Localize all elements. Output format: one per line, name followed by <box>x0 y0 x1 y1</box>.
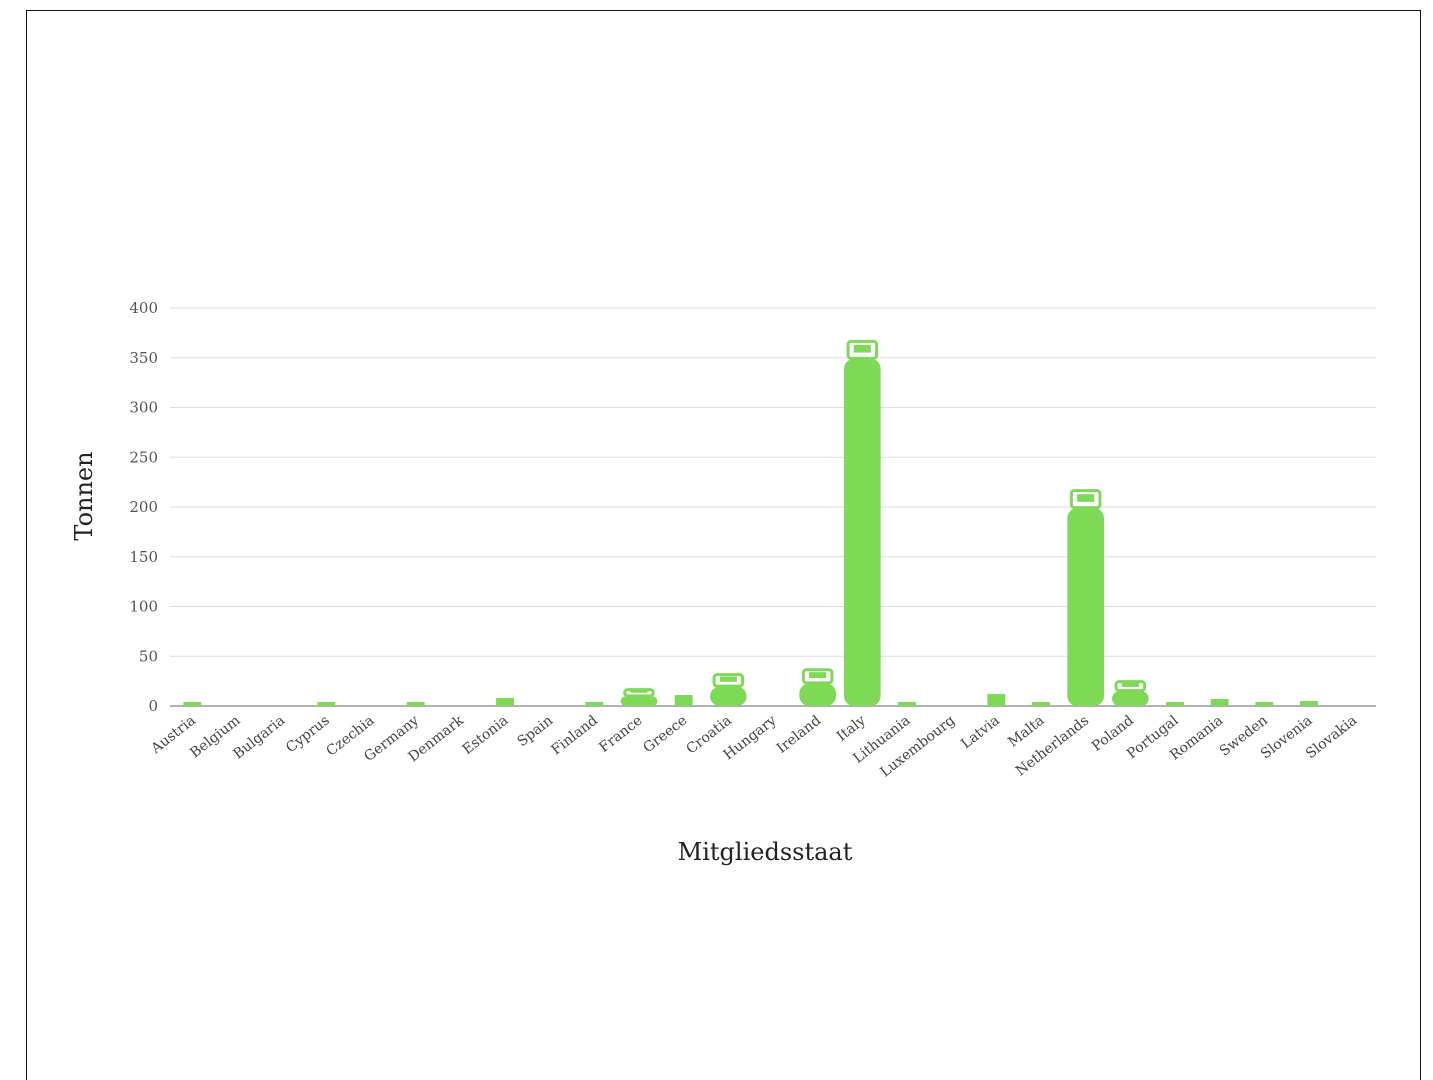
y-tick-label: 400 <box>129 299 158 317</box>
bar <box>799 668 836 706</box>
bar <box>1112 680 1149 706</box>
y-tick-label: 0 <box>148 697 158 715</box>
bar <box>898 702 916 706</box>
x-tick-label: Latvia <box>958 713 1003 753</box>
bar <box>1166 702 1184 706</box>
y-tick-label: 50 <box>139 647 158 665</box>
x-axis-title: Mitgliedsstaat <box>678 838 853 866</box>
y-tick-label: 200 <box>129 498 158 516</box>
bar <box>674 695 693 706</box>
x-tick-label: Estonia <box>460 713 512 758</box>
bar <box>585 702 604 706</box>
x-tick-label: Italy <box>834 712 869 744</box>
y-tick-label: 250 <box>129 448 158 466</box>
bar <box>620 688 658 706</box>
x-tick-label: Ireland <box>774 713 824 757</box>
x-tick-label: Greece <box>640 713 690 757</box>
bar <box>987 694 1006 706</box>
bar <box>317 702 336 706</box>
y-tick-label: 150 <box>129 548 158 566</box>
bar <box>844 339 881 706</box>
bar <box>183 702 202 706</box>
bar <box>496 698 514 706</box>
bar <box>1210 699 1229 706</box>
y-tick-label: 300 <box>129 399 158 417</box>
bar <box>1067 489 1104 706</box>
bar <box>1300 701 1318 706</box>
bars <box>183 339 1318 706</box>
x-tick-label: Finland <box>548 713 600 759</box>
chart-frame <box>26 10 1421 1080</box>
bar <box>710 673 747 706</box>
bar <box>1032 702 1050 706</box>
y-axis-title: Tonnen <box>70 451 98 540</box>
y-axis-ticks: 0 50 100 150 200 250 300 350 400 <box>129 299 158 715</box>
x-tick-label: France <box>596 713 645 756</box>
y-tick-label: 100 <box>129 598 158 616</box>
bar <box>406 702 425 706</box>
x-tick-label: Slovakia <box>1303 713 1360 763</box>
gridlines <box>170 307 1376 707</box>
x-axis-categories: AustriaBelgiumBulgariaCyprusCzechiaGerma… <box>148 712 1361 780</box>
y-tick-label: 350 <box>129 349 158 367</box>
bar <box>1255 702 1274 706</box>
